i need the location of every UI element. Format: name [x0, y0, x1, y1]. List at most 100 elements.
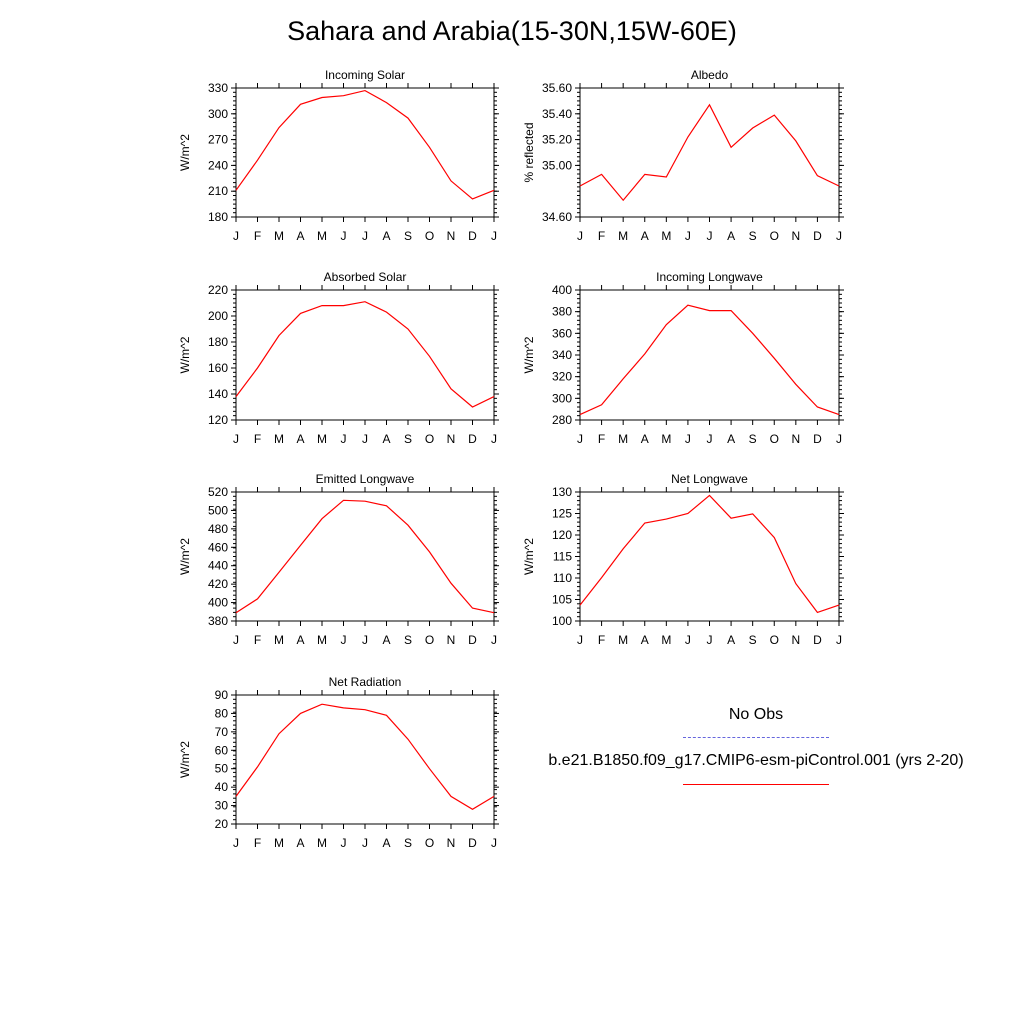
- x-tick-label: A: [727, 229, 735, 243]
- x-tick-label: M: [618, 229, 628, 243]
- chart-title: Absorbed Solar: [324, 270, 407, 284]
- y-tick-label: 130: [552, 485, 572, 499]
- x-tick-label: J: [577, 432, 583, 446]
- y-tick-label: 200: [208, 309, 228, 323]
- x-tick-label: J: [362, 836, 368, 850]
- x-tick-label: F: [254, 229, 261, 243]
- x-tick-label: O: [425, 229, 434, 243]
- series-line-incoming-solar: [235, 89, 495, 200]
- chart-title: Albedo: [691, 68, 729, 82]
- y-tick-label: 105: [552, 593, 572, 607]
- x-tick-label: J: [362, 432, 368, 446]
- y-tick-label: 360: [552, 326, 572, 340]
- plot-frame: [579, 289, 840, 421]
- y-tick-label: 34.60: [542, 210, 572, 224]
- x-tick-label: O: [770, 432, 779, 446]
- y-tick-label: 100: [552, 614, 572, 628]
- y-tick-label: 125: [552, 507, 572, 521]
- x-tick-label: O: [425, 836, 434, 850]
- x-tick-label: J: [836, 633, 842, 647]
- x-tick-label: J: [233, 836, 239, 850]
- x-tick-label: N: [791, 432, 800, 446]
- x-tick-label: F: [598, 229, 605, 243]
- y-tick-label: 400: [552, 283, 572, 297]
- chart-emitted-longwave: Emitted Longwave 380 400 420 440 460 480 500 520…: [178, 472, 499, 647]
- x-tick-label: M: [661, 633, 671, 647]
- x-tick-label: D: [813, 633, 822, 647]
- plot-frame: [235, 694, 495, 825]
- x-tick-label: A: [641, 432, 649, 446]
- x-tick-label: J: [341, 633, 347, 647]
- x-tick-label: A: [641, 633, 649, 647]
- x-tick-label: F: [254, 633, 261, 647]
- y-axis-label: % reflected: [522, 122, 536, 182]
- y-tick-label: 35.60: [542, 81, 572, 95]
- y-axis-label: W/m^2: [522, 538, 536, 575]
- x-tick-label: J: [233, 432, 239, 446]
- y-tick-label: 35.00: [542, 158, 572, 172]
- x-tick-label: J: [491, 229, 497, 243]
- plot-frame: [579, 491, 840, 622]
- x-tick-label: N: [447, 836, 456, 850]
- x-tick-label: J: [491, 836, 497, 850]
- y-tick-label: 35.40: [542, 107, 572, 121]
- y-tick-label: 240: [208, 158, 228, 172]
- y-tick-label: 115: [553, 550, 572, 564]
- series-line-absorbed-solar: [235, 301, 495, 408]
- x-tick-label: S: [404, 836, 412, 850]
- y-axis-label: W/m^2: [178, 741, 192, 778]
- chart-title: Incoming Solar: [325, 68, 405, 82]
- x-tick-label: A: [382, 633, 390, 647]
- plot-frame: [579, 87, 840, 218]
- y-tick-label: 90: [215, 688, 229, 702]
- y-tick-label: 270: [208, 133, 228, 147]
- x-tick-label: M: [274, 229, 284, 243]
- y-axis-label: W/m^2: [522, 336, 536, 373]
- x-tick-label: M: [274, 836, 284, 850]
- x-tick-label: O: [770, 229, 779, 243]
- x-tick-label: J: [707, 633, 713, 647]
- page-title: Sahara and Arabia(15-30N,15W-60E): [287, 16, 737, 46]
- series-line-emitted-longwave: [235, 499, 495, 614]
- chart-title: Net Longwave: [671, 472, 748, 486]
- x-tick-label: F: [254, 432, 261, 446]
- x-tick-label: J: [341, 836, 347, 850]
- x-tick-label: J: [685, 432, 691, 446]
- x-tick-label: N: [447, 229, 456, 243]
- x-tick-label: M: [618, 432, 628, 446]
- x-tick-label: J: [836, 432, 842, 446]
- y-tick-label: 500: [208, 503, 228, 517]
- y-tick-label: 160: [208, 361, 228, 375]
- x-tick-label: J: [362, 229, 368, 243]
- y-tick-label: 60: [215, 743, 229, 757]
- y-axis-label: W/m^2: [178, 538, 192, 575]
- x-tick-label: M: [317, 432, 327, 446]
- x-tick-label: J: [233, 229, 239, 243]
- y-tick-label: 380: [208, 614, 228, 628]
- x-tick-label: F: [598, 432, 605, 446]
- x-tick-label: N: [791, 229, 800, 243]
- x-tick-label: S: [749, 229, 757, 243]
- x-tick-label: D: [813, 432, 822, 446]
- x-tick-label: J: [362, 633, 368, 647]
- y-tick-label: 20: [215, 817, 229, 831]
- x-tick-label: A: [296, 836, 304, 850]
- x-tick-label: J: [707, 432, 713, 446]
- series-line-net-longwave: [579, 494, 840, 614]
- y-tick-label: 30: [215, 799, 229, 813]
- y-tick-label: 180: [208, 210, 228, 224]
- x-tick-label: A: [727, 633, 735, 647]
- y-tick-label: 280: [552, 413, 572, 427]
- y-tick-label: 460: [208, 540, 228, 554]
- x-tick-label: J: [341, 229, 347, 243]
- x-tick-label: J: [491, 432, 497, 446]
- y-tick-label: 80: [215, 706, 229, 720]
- x-tick-label: M: [661, 229, 671, 243]
- x-tick-label: F: [598, 633, 605, 647]
- y-tick-label: 210: [208, 184, 228, 198]
- chart-title: Emitted Longwave: [316, 472, 415, 486]
- x-tick-label: A: [296, 229, 304, 243]
